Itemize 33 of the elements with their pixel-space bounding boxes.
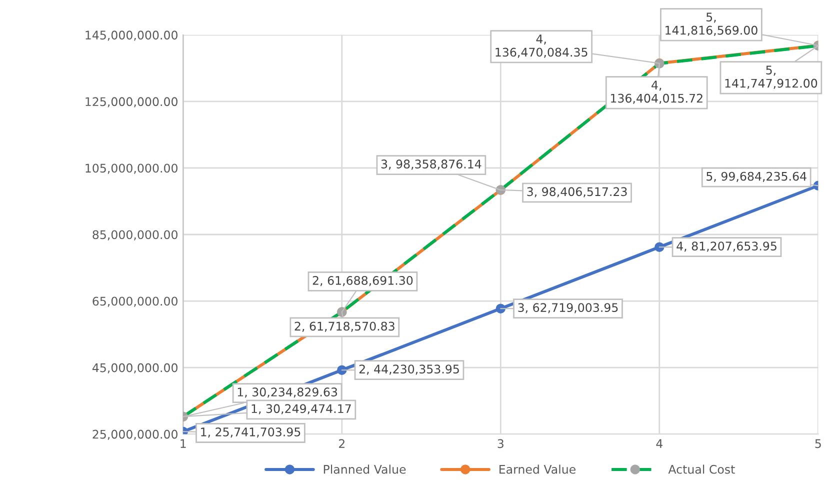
data-label: 1, 30,234,829.63 bbox=[238, 388, 338, 398]
y-tick-label: 25,000,000.00 bbox=[92, 430, 178, 440]
point bbox=[496, 304, 506, 314]
x-tick-label: 1 bbox=[180, 439, 186, 448]
x-tick-label: 5 bbox=[815, 439, 821, 448]
data-label: 1, 25,741,703.95 bbox=[201, 427, 300, 438]
y-tick-label: 85,000,000.00 bbox=[92, 230, 178, 240]
y-tick-label: 45,000,000.00 bbox=[92, 363, 178, 374]
data-label: 2, 61,718,570.83 bbox=[294, 322, 394, 332]
data-label: 2, 61,688,691.30 bbox=[312, 276, 413, 286]
data-label: 4, 136,470,084.35 bbox=[496, 34, 588, 58]
data-label: 3, 62,719,003.95 bbox=[518, 303, 618, 314]
x-tick-label: 2 bbox=[338, 439, 344, 448]
data-label: 4, 81,207,653.95 bbox=[676, 242, 776, 252]
point bbox=[337, 365, 347, 375]
y-tick-label: 145,000,000.00 bbox=[86, 30, 178, 41]
legend-label: Actual Cost bbox=[668, 464, 735, 474]
data-label: 3, 98,358,876.14 bbox=[381, 160, 482, 170]
x-tick-label: 3 bbox=[498, 439, 504, 448]
legend-label: Planned Value bbox=[324, 464, 406, 474]
data-label: 5, 141,747,912.00 bbox=[725, 66, 818, 89]
y-tick-label: 65,000,000.00 bbox=[92, 296, 178, 307]
point bbox=[654, 242, 664, 252]
data-label: 4, 136,404,015.72 bbox=[610, 80, 702, 104]
legend-label: Earned Value bbox=[500, 464, 576, 474]
data-label: 2, 44,230,353.95 bbox=[359, 364, 459, 375]
y-tick-label: 105,000,000.00 bbox=[86, 164, 178, 174]
data-label: 5, 141,816,569.00 bbox=[666, 12, 758, 36]
x-tick-label: 4 bbox=[656, 439, 662, 448]
data-label: 3, 98,406,517.23 bbox=[527, 187, 627, 198]
data-label: 1, 30,249,474.17 bbox=[252, 404, 351, 414]
y-tick-label: 125,000,000.00 bbox=[86, 97, 178, 108]
data-label: 5, 99,684,235.64 bbox=[706, 172, 806, 182]
